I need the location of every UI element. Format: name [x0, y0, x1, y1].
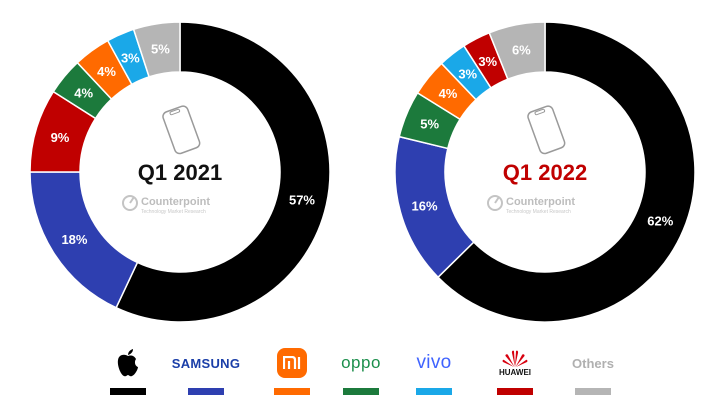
slice-label-samsung: 16% — [412, 198, 438, 213]
legend-swatch-oppo — [343, 388, 379, 395]
legend-item-apple — [98, 340, 158, 398]
apple-logo-icon — [98, 346, 158, 380]
slice-label-others: 5% — [151, 42, 170, 57]
legend-item-vivo: vivo — [404, 340, 464, 398]
slice-label-huawei: 9% — [51, 130, 70, 145]
huawei-logo-icon — [502, 350, 528, 367]
legend-item-oppo: oppo — [331, 340, 391, 398]
slice-others — [132, 21, 181, 78]
legend-swatch-samsung — [188, 388, 224, 395]
chart-title: Q1 2022 — [503, 160, 587, 185]
legend-swatch-others — [575, 388, 611, 395]
slice-label-xiaomi: 4% — [439, 86, 458, 101]
slice-label-apple: 62% — [647, 213, 673, 228]
legend-swatch-apple — [110, 388, 146, 395]
vivo-logo-text: vivo — [416, 352, 452, 373]
samsung-logo-text: SAMSUNG — [171, 355, 241, 371]
slice-label-xiaomi: 4% — [97, 64, 116, 79]
phone-icon — [162, 105, 201, 155]
watermark-name: Counterpoint — [141, 196, 210, 208]
counterpoint-logo-icon — [122, 195, 138, 211]
donut-chart-1: 57% 18% 9% 4% 4% 3% 5% Q1 2021 CounterpointTechn… — [29, 21, 331, 323]
xiaomi-logo-icon — [277, 348, 307, 378]
phone-icon — [527, 105, 566, 155]
donut-chart-2: 62%16%5%4%3%3%6%Q1 2022CounterpointTechn… — [394, 21, 696, 323]
legend-swatch-xiaomi — [274, 388, 310, 395]
donut-charts: 57%18%9%4%4%3%5%Q1 2021CounterpointTechn… — [29, 21, 696, 323]
oppo-logo-text: oppo — [341, 353, 381, 372]
slice-label-vivo: 3% — [458, 67, 477, 82]
slice-apple — [437, 21, 696, 323]
slice-apple — [115, 21, 331, 323]
legend-item-xiaomi — [262, 340, 322, 398]
slice-label-huawei: 3% — [478, 54, 497, 69]
legend-swatch-huawei — [497, 388, 533, 395]
legend-item-huawei: HUAWEI — [485, 340, 545, 398]
slice-label-oppo: 4% — [74, 85, 93, 100]
slice-others — [488, 21, 546, 81]
watermark-tagline: Technology Market Research — [506, 209, 571, 215]
chart-title: Q1 2021 — [138, 160, 222, 185]
watermark-tagline: Technology Market Research — [141, 209, 206, 215]
huawei-logo-text: HUAWEI — [499, 367, 531, 377]
legend-swatch-vivo — [416, 388, 452, 395]
slice-label-vivo: 3% — [121, 50, 140, 65]
legend-item-others: Others — [563, 340, 623, 398]
legend-item-samsung: SAMSUNG — [172, 340, 240, 398]
counterpoint-logo-icon — [487, 195, 503, 211]
slice-label-others: 6% — [512, 42, 531, 57]
slice-label-oppo: 5% — [420, 117, 439, 132]
slice-label-samsung: 18% — [61, 232, 87, 247]
legend: SAMSUNG oppo vivo — [0, 340, 720, 400]
others-label: Others — [572, 355, 614, 371]
slice-label-apple: 57% — [289, 192, 315, 207]
watermark-name: Counterpoint — [506, 196, 575, 208]
